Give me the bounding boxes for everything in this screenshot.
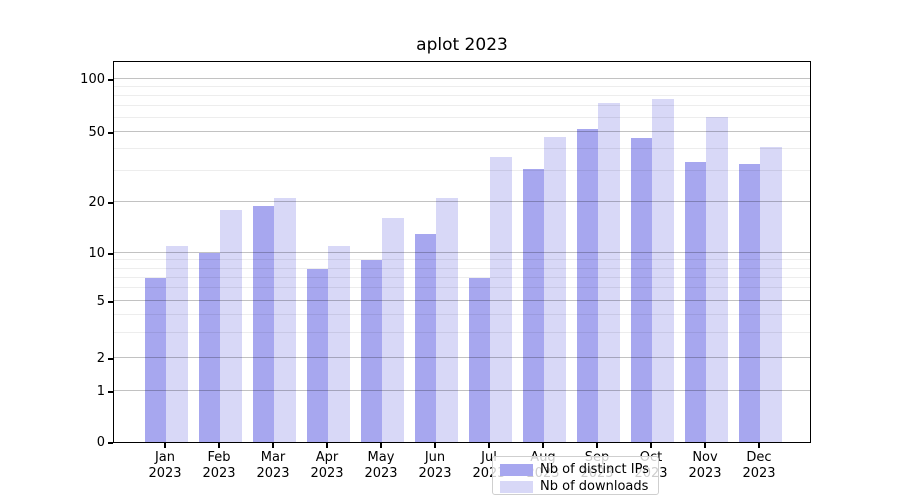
bar-downloads-jul bbox=[490, 157, 512, 442]
y-tick-label-20: 20 bbox=[88, 195, 105, 210]
bar-distinct-ips-apr bbox=[306, 268, 328, 442]
bar-distinct-ips-sep bbox=[576, 129, 598, 442]
x-tick-mark-sep bbox=[596, 443, 598, 448]
y-tick-label-100: 100 bbox=[80, 72, 105, 87]
bar-distinct-ips-nov bbox=[684, 161, 706, 442]
bar-downloads-jun bbox=[436, 198, 458, 442]
bar-distinct-ips-jan bbox=[144, 277, 166, 442]
bar-distinct-ips-dec bbox=[738, 163, 760, 442]
y-tick-mark-50 bbox=[108, 132, 113, 134]
bar-downloads-mar bbox=[274, 198, 296, 442]
gridline-100 bbox=[114, 78, 810, 79]
x-tick-label-jan: Jan 2023 bbox=[148, 450, 182, 481]
legend-label-distinct-ips: Nb of distinct IPs bbox=[540, 462, 649, 477]
x-tick-mark-aug bbox=[542, 443, 544, 448]
y-tick-mark-10 bbox=[108, 253, 113, 255]
bar-distinct-ips-jul bbox=[468, 277, 490, 442]
x-tick-mark-jun bbox=[434, 443, 436, 448]
y-tick-label-50: 50 bbox=[88, 125, 105, 140]
bar-downloads-aug bbox=[544, 136, 566, 442]
x-tick-label-feb: Feb 2023 bbox=[202, 450, 236, 481]
y-tick-mark-2 bbox=[108, 358, 113, 360]
y-tick-label-0: 0 bbox=[96, 435, 105, 450]
legend-label-downloads: Nb of downloads bbox=[540, 479, 649, 494]
bar-downloads-sep bbox=[598, 103, 620, 442]
bar-downloads-apr bbox=[328, 246, 350, 442]
y-tick-mark-5 bbox=[108, 301, 113, 303]
legend: Nb of distinct IPs Nb of downloads bbox=[492, 456, 659, 495]
bar-downloads-may bbox=[382, 218, 404, 442]
x-tick-mark-feb bbox=[218, 443, 220, 448]
y-tick-label-5: 5 bbox=[96, 294, 105, 309]
bar-downloads-nov bbox=[706, 116, 728, 442]
bar-downloads-dec bbox=[760, 147, 782, 442]
x-tick-mark-oct bbox=[650, 443, 652, 448]
bar-distinct-ips-feb bbox=[198, 253, 220, 442]
y-tick-label-2: 2 bbox=[96, 351, 105, 366]
legend-item-downloads: Nb of downloads bbox=[500, 479, 650, 494]
x-tick-mark-dec bbox=[758, 443, 760, 448]
x-tick-mark-apr bbox=[326, 443, 328, 448]
x-tick-label-may: May 2023 bbox=[364, 450, 398, 481]
bar-distinct-ips-aug bbox=[522, 168, 544, 442]
y-tick-mark-0 bbox=[108, 442, 113, 444]
x-tick-mark-nov bbox=[704, 443, 706, 448]
x-tick-label-dec: Dec 2023 bbox=[742, 450, 776, 481]
x-tick-mark-jan bbox=[164, 443, 166, 448]
bar-distinct-ips-may bbox=[360, 260, 382, 442]
x-tick-label-jun: Jun 2023 bbox=[418, 450, 452, 481]
gridline-80 bbox=[114, 95, 810, 97]
bar-distinct-ips-mar bbox=[252, 205, 274, 442]
chart-title: aplot 2023 bbox=[416, 35, 508, 55]
bar-downloads-jan bbox=[166, 246, 188, 442]
x-tick-label-nov: Nov 2023 bbox=[688, 450, 722, 481]
bar-downloads-oct bbox=[652, 99, 674, 442]
legend-swatch-distinct-ips bbox=[500, 463, 533, 476]
y-tick-mark-1 bbox=[108, 391, 113, 393]
legend-swatch-downloads bbox=[500, 480, 533, 493]
x-tick-mark-jul bbox=[488, 443, 490, 448]
y-tick-label-10: 10 bbox=[88, 246, 105, 261]
y-tick-mark-20 bbox=[108, 202, 113, 204]
y-tick-mark-100 bbox=[108, 79, 113, 81]
gridline-90 bbox=[114, 86, 810, 88]
x-tick-label-mar: Mar 2023 bbox=[256, 450, 290, 481]
plot-area: Nb of distinct IPs Nb of downloads bbox=[113, 61, 811, 495]
x-tick-mark-mar bbox=[272, 443, 274, 448]
bar-distinct-ips-oct bbox=[630, 138, 652, 442]
bar-distinct-ips-jun bbox=[414, 233, 436, 442]
y-tick-label-1: 1 bbox=[96, 384, 105, 399]
bar-downloads-feb bbox=[220, 209, 242, 442]
x-tick-mark-may bbox=[380, 443, 382, 448]
legend-item-distinct-ips: Nb of distinct IPs bbox=[500, 462, 650, 477]
gridline-70 bbox=[114, 105, 810, 107]
x-tick-label-apr: Apr 2023 bbox=[310, 450, 344, 481]
